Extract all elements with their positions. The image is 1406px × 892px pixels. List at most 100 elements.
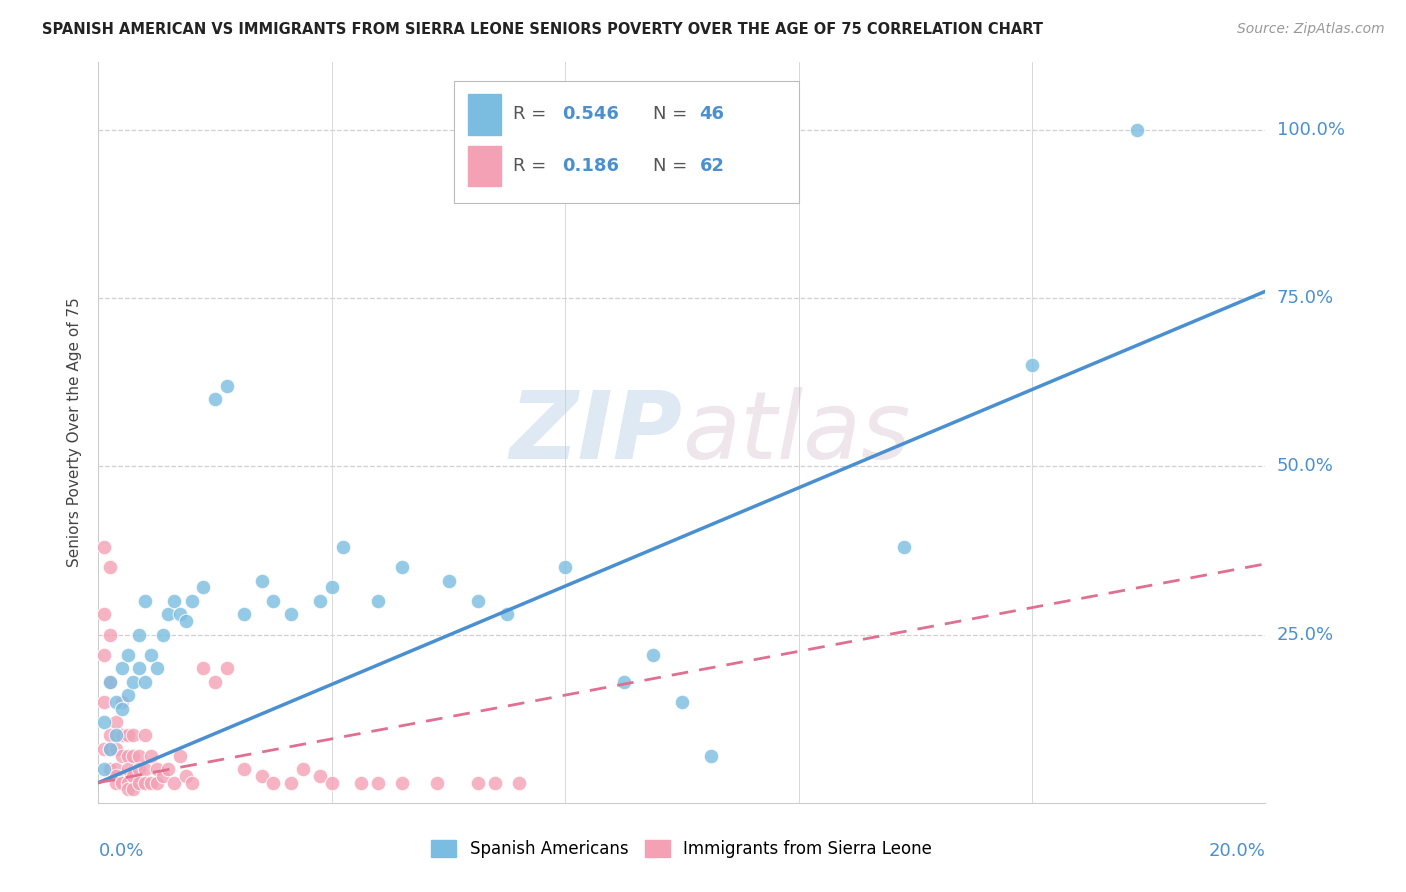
Point bbox=[309, 594, 332, 608]
Point bbox=[1126, 122, 1149, 136]
Point bbox=[98, 762, 121, 776]
Point bbox=[93, 540, 115, 554]
Point bbox=[157, 762, 180, 776]
Point bbox=[467, 594, 489, 608]
Text: 75.0%: 75.0% bbox=[1277, 289, 1334, 307]
Point bbox=[98, 742, 121, 756]
Point bbox=[134, 762, 156, 776]
Point bbox=[233, 762, 256, 776]
Point bbox=[117, 748, 139, 763]
Point bbox=[437, 574, 460, 588]
Point bbox=[128, 627, 150, 641]
Point bbox=[128, 775, 150, 789]
Point bbox=[484, 775, 506, 789]
Point bbox=[391, 560, 413, 574]
Point bbox=[262, 775, 284, 789]
Text: ZIP: ZIP bbox=[509, 386, 682, 479]
Text: R =: R = bbox=[513, 157, 551, 175]
Point bbox=[117, 688, 139, 702]
Point bbox=[250, 574, 273, 588]
Point bbox=[93, 607, 115, 622]
Point bbox=[174, 769, 197, 783]
Text: 46: 46 bbox=[699, 105, 724, 123]
Point bbox=[146, 762, 169, 776]
Point bbox=[93, 648, 115, 662]
Point bbox=[93, 695, 115, 709]
Point bbox=[128, 748, 150, 763]
Point bbox=[169, 748, 191, 763]
Point bbox=[122, 769, 145, 783]
Point bbox=[111, 695, 134, 709]
Point bbox=[98, 560, 121, 574]
Point bbox=[280, 607, 302, 622]
Text: 0.186: 0.186 bbox=[562, 157, 619, 175]
Point bbox=[321, 775, 343, 789]
Point bbox=[134, 775, 156, 789]
Point bbox=[169, 607, 191, 622]
Point bbox=[117, 648, 139, 662]
Point bbox=[174, 614, 197, 628]
Point bbox=[163, 775, 186, 789]
Point bbox=[350, 775, 373, 789]
Text: Source: ZipAtlas.com: Source: ZipAtlas.com bbox=[1237, 22, 1385, 37]
Text: 0.0%: 0.0% bbox=[98, 842, 143, 860]
Text: N =: N = bbox=[652, 105, 693, 123]
Point bbox=[122, 782, 145, 797]
Point bbox=[98, 627, 121, 641]
Point bbox=[98, 674, 121, 689]
Point bbox=[152, 769, 174, 783]
Point bbox=[612, 674, 634, 689]
Point bbox=[117, 762, 139, 776]
Point bbox=[180, 594, 202, 608]
Point bbox=[104, 695, 127, 709]
Point bbox=[641, 648, 664, 662]
Point bbox=[93, 714, 115, 729]
Point bbox=[309, 769, 332, 783]
Point bbox=[215, 378, 238, 392]
Point bbox=[146, 775, 169, 789]
Point bbox=[98, 729, 121, 743]
Point bbox=[204, 392, 226, 406]
Point bbox=[250, 769, 273, 783]
Point bbox=[332, 540, 354, 554]
Text: 50.0%: 50.0% bbox=[1277, 458, 1333, 475]
Point bbox=[111, 748, 134, 763]
Point bbox=[93, 762, 115, 776]
Point bbox=[180, 775, 202, 789]
Point bbox=[893, 540, 915, 554]
Text: 25.0%: 25.0% bbox=[1277, 625, 1334, 643]
Point bbox=[193, 581, 215, 595]
Point bbox=[139, 775, 162, 789]
FancyBboxPatch shape bbox=[454, 81, 799, 203]
Point bbox=[233, 607, 256, 622]
Point bbox=[193, 661, 215, 675]
Point bbox=[117, 782, 139, 797]
Point bbox=[128, 661, 150, 675]
Text: atlas: atlas bbox=[682, 387, 910, 478]
Point bbox=[367, 775, 389, 789]
Point bbox=[321, 581, 343, 595]
Text: 100.0%: 100.0% bbox=[1277, 120, 1344, 139]
Point bbox=[280, 775, 302, 789]
Point bbox=[215, 661, 238, 675]
Point bbox=[104, 714, 127, 729]
Point bbox=[508, 775, 530, 789]
Point bbox=[98, 674, 121, 689]
Point bbox=[134, 594, 156, 608]
Point bbox=[700, 748, 723, 763]
Text: N =: N = bbox=[652, 157, 693, 175]
Point bbox=[117, 729, 139, 743]
Point bbox=[367, 594, 389, 608]
Point bbox=[104, 742, 127, 756]
Point bbox=[104, 729, 127, 743]
Point bbox=[134, 729, 156, 743]
Point bbox=[111, 775, 134, 789]
Point bbox=[554, 560, 576, 574]
Point bbox=[122, 748, 145, 763]
Point bbox=[291, 762, 314, 776]
Point bbox=[467, 775, 489, 789]
Bar bbox=[468, 145, 501, 186]
Point bbox=[139, 748, 162, 763]
Point bbox=[163, 594, 186, 608]
Point bbox=[262, 594, 284, 608]
